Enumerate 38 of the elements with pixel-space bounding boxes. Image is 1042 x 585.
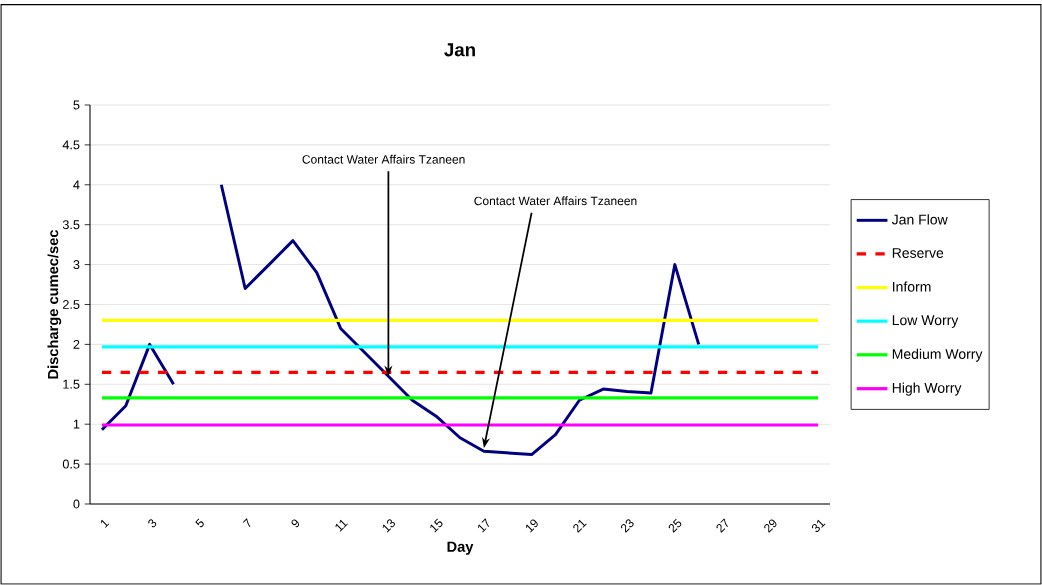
x-tick-label: 21 [573,519,587,533]
y-tick-label: 3 [73,260,80,270]
legend-label: High Worry [892,382,962,396]
y-tick-label: 0 [73,499,80,509]
y-tick-label: 2.5 [62,300,80,309]
y-tick-label: 0.5 [62,459,80,469]
x-axis-title: Day [447,541,474,555]
x-tick-label: 19 [525,519,538,533]
legend-label: Medium Worry [892,348,983,362]
x-tick-label: 1 [100,519,110,528]
x-tick-label: 11 [335,519,348,532]
chart-title: Jan [444,43,475,57]
legend-label: Low Worry [892,315,959,328]
y-tick-label: 2 [73,339,80,349]
y-tick-label: 4.5 [62,140,80,150]
x-tick-label: 15 [430,518,443,533]
x-tick-label: 9 [291,519,300,528]
y-tick-label: 1.5 [63,379,80,389]
x-tick-label: 27 [716,518,728,533]
x-tick-label: 25 [668,518,682,533]
x-tick-label: 17 [478,518,490,533]
y-tick-label: 1 [73,419,80,429]
y-tick-label: 5 [73,100,80,110]
y-tick-label: 3.5 [62,220,80,230]
x-tick-label: 3 [148,519,157,528]
x-tick-label: 29 [764,519,777,533]
x-tick-label: 23 [621,519,634,533]
annotation: Contact Water Affairs Tzaneen [474,196,637,206]
annotation: Contact Water Affairs Tzaneen [302,154,465,164]
x-tick-label: 5 [195,518,204,528]
x-tick-label: 31 [811,519,826,532]
legend-label: Inform [893,281,931,292]
legend-label: Reserve [892,248,944,258]
y-axis-title: Discharge cumec/sec [47,229,62,379]
legend-label: Jan Flow [891,214,948,225]
x-tick-label: 7 [242,518,251,527]
y-tick-label: 4 [73,180,80,190]
x-tick-label: 13 [382,519,395,533]
